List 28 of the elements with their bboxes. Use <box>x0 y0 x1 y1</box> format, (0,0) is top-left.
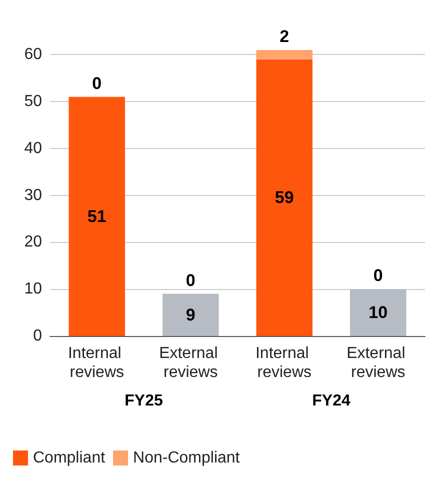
text: FY24 <box>312 392 350 410</box>
bar <box>68 96 125 336</box>
bar <box>256 50 312 60</box>
data-label: 9 <box>186 305 196 324</box>
y-tick-label: 0 <box>33 328 42 344</box>
x-tick-label: Internal reviews <box>255 345 314 381</box>
x-tick-label: Internal reviews <box>68 345 126 381</box>
y-tick-label: 50 <box>24 93 42 110</box>
y-tick-label: 40 <box>24 140 42 157</box>
data-label: 59 <box>274 188 294 208</box>
legend-label: Compliant <box>33 450 106 466</box>
data-label: 2 <box>280 27 290 46</box>
y-tick-label: 30 <box>24 186 42 204</box>
y-tick-label: 10 <box>24 280 42 298</box>
bar <box>350 289 406 336</box>
y-tick-label: 60 <box>24 46 42 64</box>
data-label: 51 <box>87 206 106 226</box>
data-label: 0 <box>92 74 102 93</box>
x-tick-label: External reviews <box>346 345 410 381</box>
bar <box>162 294 219 336</box>
data-label: 0 <box>186 270 196 290</box>
x-tick-label: External reviews <box>159 345 222 381</box>
y-tick-label: 20 <box>24 234 42 251</box>
bar <box>256 59 312 336</box>
legend-label: Non-Compliant <box>133 450 240 466</box>
data-label: 0 <box>373 266 383 286</box>
text: FY25 <box>124 392 163 410</box>
data-label: 10 <box>368 303 388 322</box>
